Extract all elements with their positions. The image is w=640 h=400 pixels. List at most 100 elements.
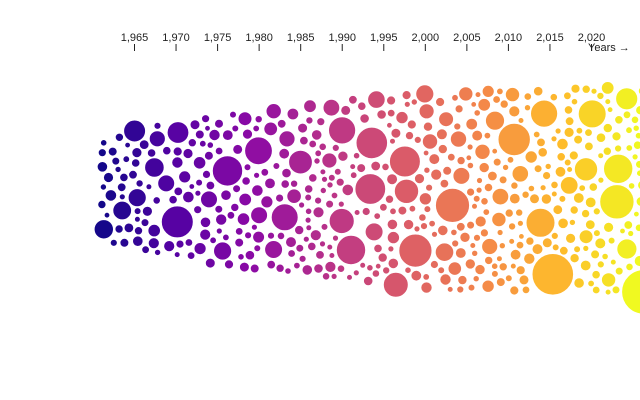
bubble-point: [133, 206, 142, 216]
bubble-point: [531, 252, 575, 296]
bubble-point: [387, 245, 395, 253]
bubble-point: [371, 269, 381, 279]
bubble-point: [322, 98, 341, 117]
bubble-point: [532, 130, 541, 139]
bubble-point: [243, 163, 252, 172]
bubble-point: [237, 252, 246, 261]
bubble-point: [508, 192, 521, 205]
bubble-point: [272, 161, 281, 171]
bubble-point: [486, 170, 498, 182]
bubble-point: [187, 137, 198, 148]
bubble-point: [331, 143, 341, 153]
bubble-point: [465, 187, 476, 197]
x-tick-label: 2,005: [453, 32, 481, 44]
bubble-point: [556, 151, 567, 162]
bubble-point: [602, 221, 615, 234]
bubble-point: [609, 258, 618, 266]
bubble-point: [133, 215, 142, 223]
bubble-point: [250, 223, 259, 232]
bubble-point: [514, 208, 524, 218]
bubble-point: [481, 84, 495, 99]
bubble-point: [572, 191, 585, 205]
bubble-point: [475, 176, 484, 185]
bubble-point: [578, 228, 594, 245]
bubble-point: [260, 167, 270, 177]
bubble-point: [595, 132, 607, 144]
bubble-point: [236, 212, 251, 227]
bubble-point: [573, 277, 586, 290]
bubble-point: [131, 235, 144, 248]
bubble-point: [243, 136, 274, 166]
bubble-point: [604, 97, 612, 106]
bubble-point: [229, 202, 240, 213]
bubble-point: [583, 128, 594, 138]
bubble-point: [521, 285, 531, 295]
bubble-point: [592, 207, 602, 216]
bubble-point: [173, 186, 184, 197]
bubble-point: [496, 228, 504, 237]
bubble-point: [531, 242, 544, 256]
bubble-point: [352, 151, 361, 160]
bubble-point: [410, 98, 419, 106]
bubble-point: [286, 188, 303, 205]
bubble-point: [314, 249, 326, 260]
bubble-point: [143, 157, 165, 179]
bubble-point: [238, 192, 253, 207]
bubble-point: [337, 150, 349, 163]
bubble-point: [600, 80, 615, 96]
bubble-point: [228, 110, 238, 119]
bubble-point: [209, 236, 218, 245]
bubble-point: [459, 231, 471, 244]
bubble-point: [429, 259, 440, 270]
bubble-point: [114, 165, 122, 174]
bubble-point: [304, 207, 313, 216]
bubble-point: [406, 119, 418, 130]
bubble-point: [490, 269, 500, 279]
bubble-point: [153, 121, 162, 131]
bubble-point: [168, 194, 179, 205]
bubble-point: [579, 259, 592, 272]
bubble-point: [162, 239, 176, 253]
bubble-point: [421, 133, 439, 150]
bubble-point: [529, 99, 559, 128]
bubble-point: [313, 157, 321, 165]
bubble-point: [192, 155, 207, 170]
bubble-point: [104, 188, 118, 202]
bubble-point: [398, 233, 433, 268]
bubble-point: [333, 167, 342, 176]
bubble-point: [607, 236, 616, 245]
bubble-point: [384, 194, 395, 205]
bubble-point: [434, 96, 446, 108]
bubble-point: [253, 243, 262, 253]
bubble-point: [393, 178, 420, 205]
bubble-point: [177, 170, 192, 184]
bubble-point: [328, 207, 355, 235]
bubble-point: [522, 252, 536, 266]
bubble-point: [370, 160, 382, 172]
bubble-point: [470, 202, 479, 210]
bubble-point: [577, 99, 607, 129]
bubble-point: [349, 171, 358, 180]
bubble-point: [569, 205, 580, 215]
bubble-point: [599, 183, 635, 220]
bubble-point: [423, 204, 432, 214]
bubble-point: [499, 99, 510, 109]
bubble-point: [147, 236, 161, 250]
bubble-point: [201, 169, 212, 180]
bubble-point: [107, 146, 118, 157]
x-tick-label: 2,020: [578, 32, 606, 44]
bubble-point: [418, 103, 435, 120]
bubble-point: [597, 151, 605, 160]
bubble-point: [515, 240, 525, 250]
bubble-point: [504, 208, 515, 219]
bubble-point: [423, 166, 431, 175]
bubble-point: [478, 161, 491, 174]
bubble-point: [404, 130, 415, 141]
bubble-point: [284, 267, 293, 276]
bubble-point: [515, 264, 526, 276]
bubble-point: [249, 205, 269, 225]
bubble-point: [632, 210, 640, 218]
bubble-point: [424, 183, 434, 193]
bubble-point: [366, 90, 386, 110]
bubble-point: [491, 211, 507, 228]
